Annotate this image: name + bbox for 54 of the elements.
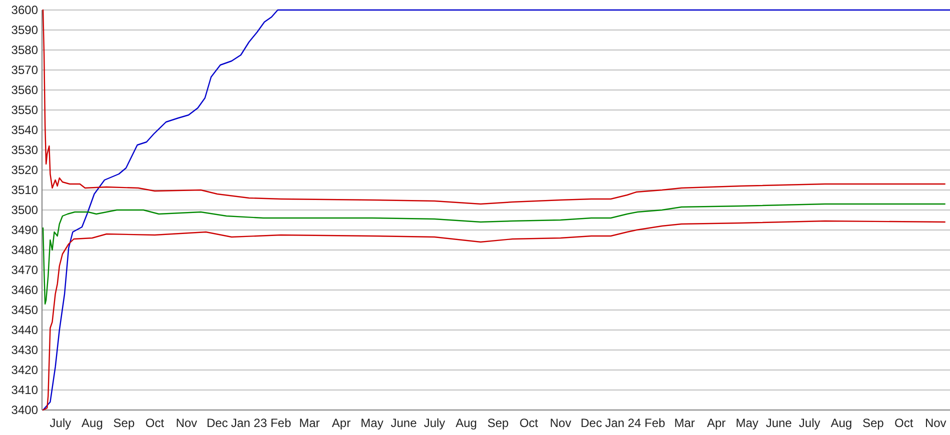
y-tick-label: 3400 <box>11 403 38 418</box>
line-series <box>42 9 946 205</box>
line-series <box>42 9 950 411</box>
y-tick-label: 3560 <box>11 83 38 98</box>
x-tick-label: June <box>390 416 418 430</box>
y-tick-label: 3410 <box>11 383 38 398</box>
y-tick-label: 3520 <box>11 163 38 178</box>
x-tick-label: Oct <box>894 416 914 430</box>
y-tick-label: 3440 <box>11 323 38 338</box>
x-tick-label: Nov <box>924 416 946 430</box>
x-tick-label: Dec <box>206 416 228 430</box>
x-tick-label: Sep <box>113 416 135 430</box>
x-tick-label: May <box>736 416 758 430</box>
x-tick-label: Mar <box>674 416 695 430</box>
x-tick-label: Sep <box>487 416 510 430</box>
x-tick-label: July <box>50 416 72 430</box>
x-tick-label: Feb <box>270 416 292 430</box>
y-tick-label: 3500 <box>11 203 38 218</box>
x-tick-label: July <box>798 416 820 430</box>
line-series <box>42 203 946 305</box>
x-tick-label: Mar <box>299 416 320 430</box>
y-tick-label: 3460 <box>11 283 38 298</box>
x-tick-label: Oct <box>519 416 539 430</box>
x-tick-label: Aug <box>82 416 103 430</box>
x-tick-label: Jan 23 <box>231 416 268 430</box>
x-tick-label: May <box>360 416 384 430</box>
x-tick-label: Feb <box>644 416 666 430</box>
x-tick-label: June <box>766 416 792 430</box>
y-tick-label: 3600 <box>11 3 38 18</box>
x-tick-label: Jan 24 <box>605 416 642 430</box>
y-tick-label: 3570 <box>11 63 38 78</box>
y-tick-label: 3480 <box>11 243 38 258</box>
y-tick-label: 3540 <box>11 123 38 138</box>
y-tick-label: 3420 <box>11 363 38 378</box>
y-tick-label: 3490 <box>11 223 38 238</box>
x-tick-label: Nov <box>550 416 572 430</box>
x-tick-label: Sep <box>862 416 884 430</box>
y-tick-label: 3580 <box>11 43 38 58</box>
y-tick-label: 3510 <box>11 183 38 198</box>
y-tick-label: 3470 <box>11 263 38 278</box>
x-tick-label: Dec <box>580 416 602 430</box>
y-tick-label: 3430 <box>11 343 38 358</box>
x-tick-label: Nov <box>176 416 198 430</box>
x-tick-label: Aug <box>456 416 477 430</box>
x-tick-label: Apr <box>706 416 726 430</box>
y-tick-label: 3450 <box>11 303 38 318</box>
x-tick-label: July <box>424 416 446 430</box>
y-tick-label: 3590 <box>11 23 38 38</box>
y-tick-label: 3530 <box>11 143 38 158</box>
x-tick-label: Apr <box>332 416 351 430</box>
x-tick-label: Oct <box>145 416 165 430</box>
line-series <box>42 220 946 411</box>
y-tick-label: 3550 <box>11 103 38 118</box>
x-tick-label: Aug <box>830 416 852 430</box>
